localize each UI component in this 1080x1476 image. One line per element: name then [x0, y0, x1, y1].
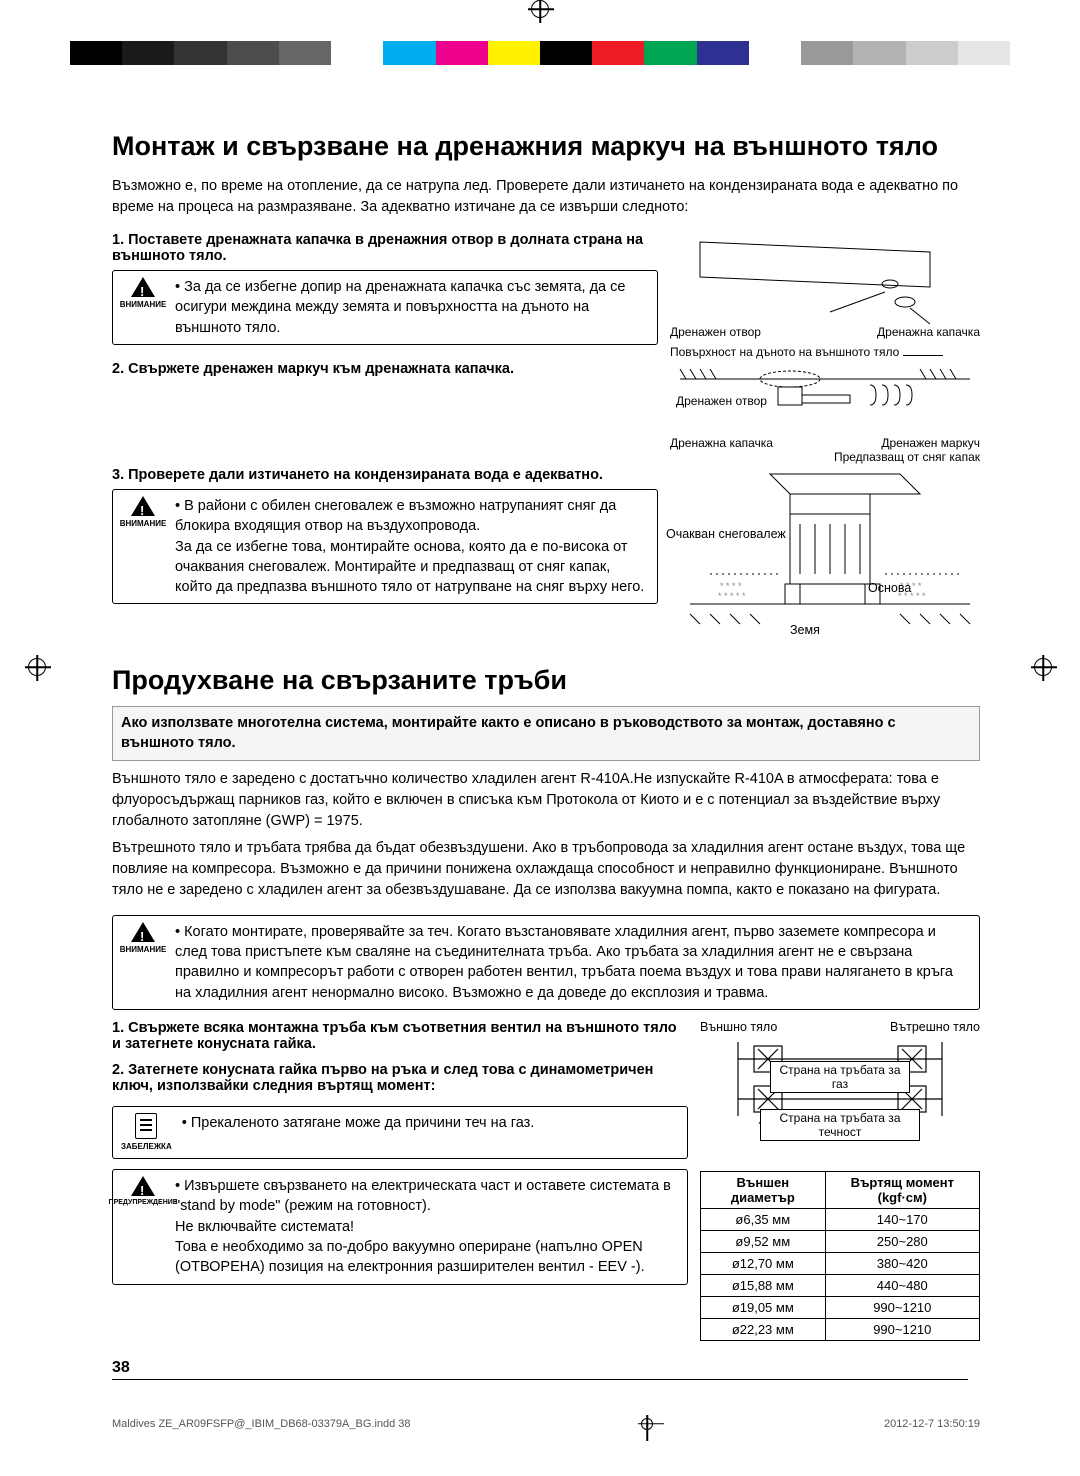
section-title-2: Продухване на свързаните тръби: [112, 665, 980, 696]
table-row: ø6,35 мм140~170: [701, 1208, 980, 1230]
table-row: ø15,88 мм440~480: [701, 1274, 980, 1296]
label-in-unit: Вътрешно тяло: [890, 1020, 980, 1034]
svg-text:* * * *: * * * *: [720, 581, 742, 591]
torque-table: Външен диаметърВъртящ момент (kgf·см) ø6…: [700, 1171, 980, 1341]
caution-icon: !: [131, 922, 155, 942]
caution-icon: !: [131, 277, 155, 297]
section-title-1: Монтаж и свързване на дренажния маркуч н…: [112, 131, 980, 162]
th-diameter: Външен диаметър: [701, 1171, 826, 1208]
callout-multisys: Ако използвате многотелна система, монти…: [112, 706, 980, 761]
footer-left: Maldives ZE_AR09FSFP@_IBIM_DB68-03379A_B…: [112, 1418, 411, 1430]
note-box-1: ЗАБЕЛЕЖКА • Прекаленото затягане може да…: [112, 1106, 688, 1159]
label-dren-otvor: Дренажен отвор: [670, 325, 761, 339]
caution-icon: !: [131, 496, 155, 516]
table-row: ø9,52 мм250~280: [701, 1230, 980, 1252]
para-refrigerant-2: Вътрешното тяло и тръбата трябва да бъда…: [112, 838, 980, 901]
label-predp: Предпазващ от сняг капак: [834, 450, 980, 464]
label-liq-side: Страна на тръбата за течност: [760, 1109, 920, 1141]
label-povarh: Повърхност на дъното на външното тяло: [670, 345, 899, 359]
step-3-heading: 3. Проверете дали изтичането на кондензи…: [112, 467, 658, 483]
label-zemia: Земя: [790, 623, 820, 637]
warning-icon: !: [131, 1176, 155, 1196]
label-dren-kap-2: Дренажна капачка: [670, 436, 773, 450]
caution-box-2: !ВНИМАНИЕ • В райони с обилен снеговалеж…: [112, 489, 658, 604]
note-icon: [135, 1113, 157, 1139]
print-color-bar: [70, 41, 1010, 65]
label-osnova: Основа: [868, 581, 911, 595]
caution-box-1: !ВНИМАНИЕ • За да се избегне допир на др…: [112, 270, 658, 345]
step-2-heading: 2. Свържете дренажен маркуч към дренажна…: [112, 361, 658, 377]
label-ochak: Очакван снеговалеж: [666, 527, 786, 541]
label-dren-mark: Дренажен маркуч: [881, 436, 980, 450]
caution-box-3: !ВНИМАНИЕ • Когато монтирате, проверявай…: [112, 915, 980, 1010]
print-footer: Maldives ZE_AR09FSFP@_IBIM_DB68-03379A_B…: [0, 1410, 1080, 1436]
step-4-heading: 1. Свържете всяка монтажна тръба към съо…: [112, 1020, 688, 1052]
note-label: ЗАБЕЛЕЖКА: [121, 1141, 172, 1152]
table-row: ø12,70 мм380~420: [701, 1252, 980, 1274]
warn-4b-text: Не включвайте системата!: [175, 1219, 354, 1235]
label-dren-otvor-2: Дренажен отвор: [676, 394, 767, 408]
warn-4c-text: Това е необходимо за по-добро вакуумно о…: [175, 1239, 645, 1275]
caution-3-text: Когато монтирате, проверявайте за теч. К…: [175, 924, 953, 1001]
footer-right: 2012-12-7 13:50:19: [884, 1418, 980, 1430]
register-footer: [641, 1418, 653, 1430]
label-out-unit: Външно тяло: [700, 1020, 777, 1034]
warning-box-1: !ПРЕДУПРЕЖДЕНИЕ • Извършете свързването …: [112, 1169, 688, 1284]
label-dren-kap: Дренажна капачка: [877, 325, 980, 339]
para-refrigerant-1: Външното тяло е заредено с достатъчно ко…: [112, 769, 980, 832]
diagram-snow: * * * ** * * * * * * * ** * * * *: [670, 464, 980, 634]
step-5-heading: 2. Затегнете конусната гайка първо на ръ…: [112, 1062, 688, 1094]
label-gas-side: Страна на тръбата за газ: [770, 1061, 910, 1093]
step-1-heading: 1. Поставете дренажната капачка в дренаж…: [112, 232, 658, 264]
caution-2a-text: В райони с обилен снеговалеж е възможно …: [175, 498, 616, 534]
th-torque: Въртящ момент (kgf·см): [825, 1171, 979, 1208]
table-row: ø19,05 мм990~1210: [701, 1296, 980, 1318]
svg-text:* * * * *: * * * * *: [718, 591, 746, 601]
note-1-text: Прекаленото затягане може да причини теч…: [191, 1115, 534, 1131]
intro-paragraph: Възможно е, по време на отопление, да се…: [112, 176, 980, 218]
register-top: [531, 0, 549, 18]
page-number: 38: [112, 1359, 980, 1377]
table-row: ø22,23 мм990~1210: [701, 1318, 980, 1340]
caution-1-text: За да се избегне допир на дренажната кап…: [175, 279, 625, 336]
caution-2b-text: За да се избегне това, монтирайте основа…: [175, 539, 644, 596]
warn-4a-text: Извършете свързването на електрическата …: [175, 1178, 671, 1214]
